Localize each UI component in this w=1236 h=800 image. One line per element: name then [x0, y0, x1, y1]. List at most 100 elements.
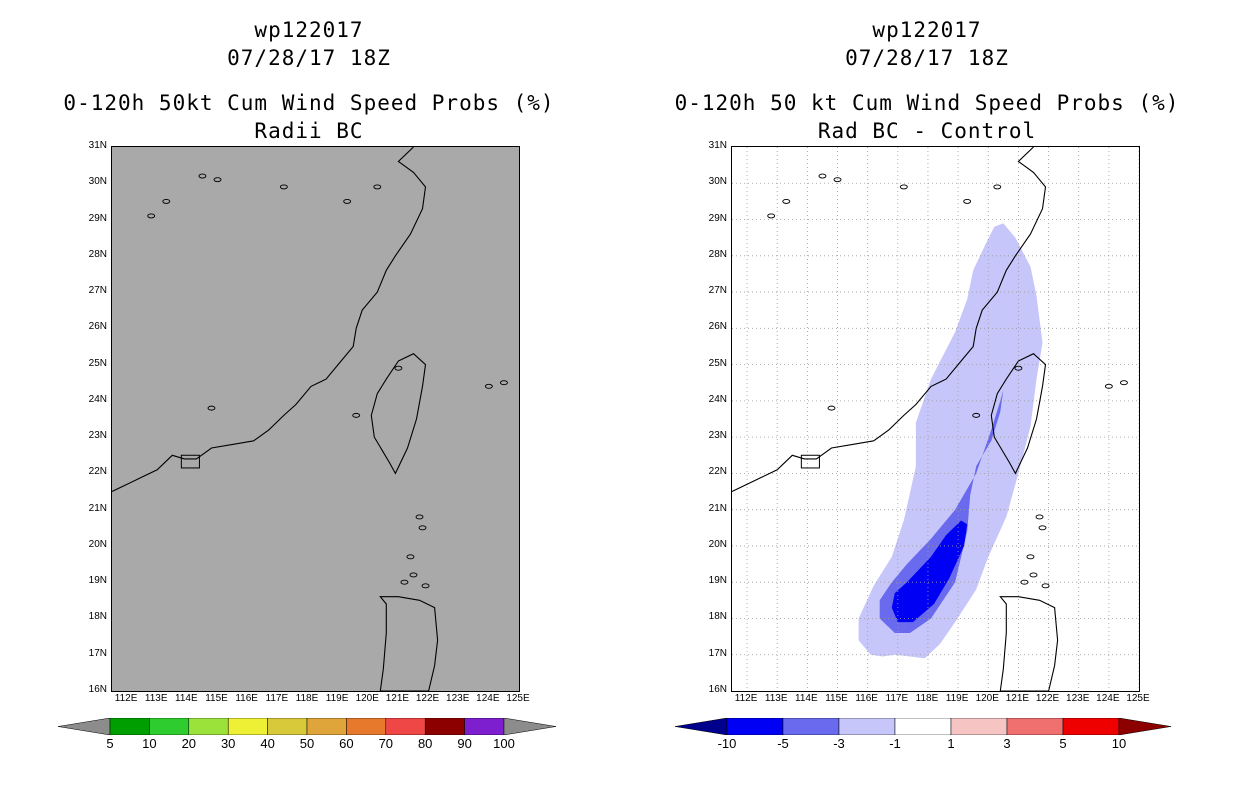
- right-lon-label: 115E: [825, 693, 848, 704]
- right-lon-label: 112E: [734, 693, 758, 704]
- left-island-outline: [147, 213, 156, 219]
- right-hong-kong-box: [800, 454, 820, 469]
- right-colorbar-label: -3: [833, 736, 845, 751]
- right-lon-label: 116E: [855, 693, 878, 704]
- left-lon-label: 116E: [235, 693, 258, 704]
- right-lat-label: 22N: [708, 466, 727, 478]
- left-colorbar-label: 30: [220, 736, 236, 751]
- right-lat-label: 17N: [708, 647, 727, 659]
- right-colorbar-segment: [894, 718, 952, 735]
- left-map: [111, 146, 520, 692]
- left-island-outline: [207, 405, 216, 411]
- left-colorbar-label: 80: [417, 736, 433, 751]
- left-colorbar-label: 5: [106, 736, 114, 751]
- left-colorbar-label: 70: [378, 736, 394, 751]
- left-island-outline: [409, 572, 418, 578]
- right-island-outline: [782, 198, 791, 204]
- left-colorbar-segment: [109, 718, 150, 735]
- right-colorbar: [675, 718, 1171, 735]
- right-colorbar-segment: [1062, 718, 1120, 735]
- left-chart-subtitle: Radii BC: [254, 119, 364, 143]
- right-colorbar-label: 3: [1003, 736, 1011, 751]
- right-island-outline: [1104, 383, 1113, 389]
- right-colorbar-arrow-right: [1118, 718, 1171, 735]
- left-lon-label: 115E: [205, 693, 228, 704]
- right-colorbar-segment: [950, 718, 1008, 735]
- left-lon-label: 125E: [506, 693, 530, 704]
- right-lon-label: 118E: [915, 693, 939, 704]
- right-colorbar-arrow-left: [675, 718, 728, 735]
- left-coastline-taiwan: [370, 353, 427, 475]
- left-lat-label: 28N: [88, 248, 107, 260]
- left-colorbar-segment: [306, 718, 347, 735]
- left-island-outline: [406, 554, 415, 560]
- right-island-outline: [1038, 525, 1047, 531]
- right-lon-label: 124E: [1096, 693, 1120, 704]
- right-coastline-china: [732, 147, 1047, 492]
- right-coastline-taiwan: [990, 353, 1047, 475]
- right-colorbar-label: -10: [717, 736, 737, 751]
- right-colorbar-label: 1: [947, 736, 955, 751]
- left-coastline-china: [112, 147, 427, 492]
- right-island-outline: [818, 173, 827, 179]
- left-lat-label: 18N: [88, 611, 107, 623]
- right-lat-label: 31N: [708, 140, 727, 151]
- right-lat-label: 19N: [708, 575, 727, 587]
- right-colorbar-segment: [1006, 718, 1064, 735]
- left-colorbar-segment: [424, 718, 465, 735]
- left-island-outline: [499, 380, 508, 386]
- right-lon-label: 125E: [1126, 693, 1150, 704]
- contour-fill-2: [879, 390, 1004, 633]
- right-lon-label: 122E: [1035, 693, 1060, 704]
- left-island-outline: [213, 177, 222, 183]
- left-lat-label: 22N: [88, 466, 107, 478]
- left-coastline-luzon: [379, 596, 439, 691]
- right-colorbar-segment: [838, 718, 896, 735]
- right-island-outline: [833, 177, 842, 183]
- right-lat-label: 25N: [708, 357, 727, 369]
- left-hong-kong-box: [180, 454, 200, 469]
- left-colorbar-label: 20: [181, 736, 197, 751]
- right-lat-label: 24N: [708, 393, 727, 405]
- right-island-outline: [1041, 583, 1050, 589]
- right-lat-label: 26N: [708, 321, 727, 333]
- left-island-outline: [279, 184, 288, 190]
- left-island-outline: [418, 525, 427, 531]
- left-colorbar-label: 100: [493, 736, 515, 751]
- right-date: 07/28/17 18Z: [845, 46, 1009, 70]
- left-lat-label: 27N: [88, 285, 107, 297]
- left-lon-label: 120E: [355, 693, 379, 704]
- right-colorbar-label: 5: [1059, 736, 1067, 751]
- left-lon-label: 113E: [144, 693, 168, 704]
- left-lat-label: 21N: [88, 502, 107, 514]
- left-storm-id: wp122017: [254, 18, 364, 42]
- right-island-outline: [963, 198, 972, 204]
- left-island-outline: [484, 383, 493, 389]
- left-lat-label: 29N: [88, 212, 107, 224]
- right-lat-label: 20N: [708, 538, 727, 550]
- left-island-outline: [421, 583, 430, 589]
- right-island-outline: [827, 405, 836, 411]
- left-lat-label: 30N: [88, 176, 107, 188]
- left-lat-label: 26N: [88, 321, 107, 333]
- left-island-outline: [198, 173, 207, 179]
- right-map-plot: [732, 147, 1139, 691]
- right-colorbar-segment: [726, 718, 784, 735]
- right-island-outline: [1026, 554, 1035, 560]
- left-lon-label: 118E: [295, 693, 319, 704]
- contour-fill-1: [858, 223, 1043, 659]
- right-colorbar-label: -1: [889, 736, 901, 751]
- right-lon-label: 121E: [1005, 693, 1030, 704]
- left-map-plot: [112, 147, 508, 691]
- left-lon-label: 117E: [265, 693, 289, 704]
- left-colorbar-segment: [188, 718, 229, 735]
- left-lat-label: 31N: [88, 140, 107, 151]
- right-island-outline: [1119, 380, 1128, 386]
- right-colorbar-label: -5: [777, 736, 789, 751]
- left-island-outline: [415, 514, 424, 520]
- right-lon-label: 114E: [795, 693, 818, 704]
- left-colorbar-segment: [464, 718, 505, 735]
- left-lat-label: 20N: [88, 538, 107, 550]
- right-island-outline: [1020, 579, 1029, 585]
- right-panel: wp122017 07/28/17 18Z 0-120h 50 kt Cum W…: [618, 0, 1236, 800]
